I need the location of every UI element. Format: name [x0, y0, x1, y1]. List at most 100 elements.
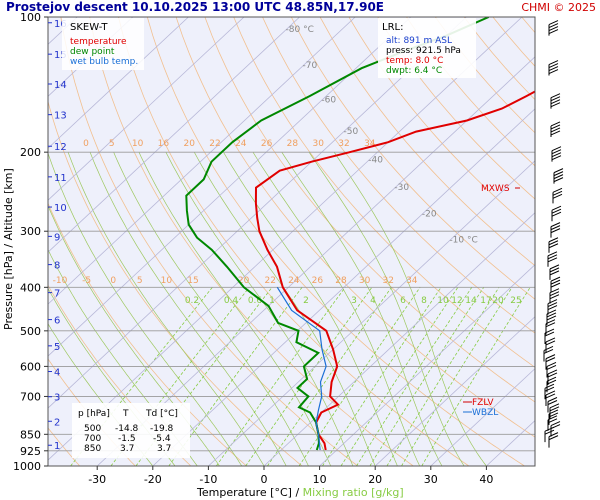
altitude-tick-label: 1 [54, 441, 60, 452]
wind-barb-flag [543, 348, 554, 354]
wind-barb-flag [548, 409, 559, 415]
lrl-temperature: temp: 8.0 °C [386, 56, 443, 66]
temperature-tick-label: 20 [368, 473, 382, 486]
mixing-ratio-label: 10 [437, 296, 449, 306]
wind-barb-flag [549, 403, 560, 409]
table-cell: 700 [84, 434, 101, 444]
altitude-tick-label: 8 [54, 261, 60, 272]
series-wet-bulb-temp [276, 286, 327, 451]
temperature-tick-label: 0 [261, 473, 268, 486]
adiabat-label: 0 [83, 139, 89, 149]
wind-barb-flag [546, 364, 557, 370]
adiabat-label: 5 [109, 139, 115, 149]
mixing-ratio-label: 4 [370, 296, 376, 306]
isotherm [48, 17, 189, 149]
isotherm [48, 17, 523, 461]
adiabat-label: 10 [161, 276, 173, 286]
wind-barb-flag [550, 127, 561, 133]
dry-adiabat [348, 17, 535, 233]
plot-frame [47, 16, 536, 467]
isotherm-label: -30 [394, 183, 409, 193]
isotherm [48, 17, 356, 305]
altitude-tick-label: 12 [54, 142, 67, 153]
wind-barb-flag [550, 130, 561, 136]
isotherm [152, 108, 535, 466]
table-header-p: p [hPa] [78, 409, 110, 419]
wind-barb-flag [549, 267, 560, 273]
wind-barb-flag [553, 177, 564, 183]
wind-barb-flag [548, 60, 559, 65]
wind-barb-flag [551, 205, 562, 211]
altitude-tick-label: 6 [54, 316, 60, 327]
level-table-bg [72, 403, 190, 458]
altitude-tick-label: 3 [54, 393, 60, 404]
isotherm [48, 17, 245, 201]
table-cell: 3.7 [120, 444, 134, 454]
mixing-ratio-label: 2 [303, 296, 309, 306]
adiabat-label: 24 [288, 276, 300, 286]
wind-barb-flag [546, 312, 557, 318]
temperature-tick-label: 30 [424, 473, 438, 486]
pressure-tick-label: 850 [20, 428, 41, 441]
temperature-tick-label: -10 [199, 473, 217, 486]
isotherm [48, 17, 300, 253]
isotherm-label: -80 °C [286, 25, 314, 35]
isotherm [319, 264, 535, 466]
temperature-tick-label: 10 [313, 473, 327, 486]
wind-barb-flag [547, 400, 558, 405]
legend-box [62, 18, 144, 70]
legend-item-wetbulb: wet bulb temp. [70, 57, 138, 67]
y-axis-title: Pressure [hPa] / Altitude [km] [2, 168, 15, 330]
table-cell: 500 [84, 424, 101, 434]
temperature-tick-label: -20 [144, 473, 162, 486]
adiabat-label: 32 [338, 139, 349, 149]
wind-barb-flag [546, 376, 557, 382]
isotherm-label: -60 [321, 95, 336, 105]
adiabat-label: 20 [238, 276, 250, 286]
wind-barb-flag [550, 99, 561, 105]
altitude-tick-label: 15 [54, 50, 67, 61]
grid-labels: -80 °C-70-60-50-40-30-20-10 °C0 5 10 16 20 22… [53, 25, 522, 306]
wind-barb-flag [550, 121, 561, 127]
copyright: CHMI © 2025 [521, 1, 596, 14]
adiabat-label: 34 [364, 139, 376, 149]
altitude-tick-label: 16 [54, 19, 67, 30]
temperature-tick-label: 40 [479, 473, 493, 486]
isotherm [96, 56, 535, 466]
adiabat-label: 5 [137, 276, 143, 286]
temperature-tick-label: -30 [88, 473, 106, 486]
pressure-tick-label: 100 [20, 11, 41, 24]
isotherm-label: -20 [422, 209, 437, 219]
wind-barbs [543, 20, 564, 448]
mixing-ratio-label: 20 [492, 296, 504, 306]
adiabat-label: 30 [312, 139, 324, 149]
wind-barb-flag [544, 331, 555, 337]
wind-barb-flag [544, 328, 555, 334]
wind-barb-flag [545, 319, 556, 325]
mxws-label: MXWS [481, 184, 510, 194]
wind-barb-flag [553, 171, 564, 177]
wind-barb-flag [545, 337, 556, 343]
wind-barb-flag [550, 276, 561, 282]
wind-barb-flag [550, 279, 561, 285]
adiabat-label: 28 [335, 276, 347, 286]
wind-barb-flag [546, 309, 557, 315]
altitude-tick-label: 11 [54, 173, 67, 184]
wind-barb-flag [547, 254, 558, 260]
wind-barb-flag [547, 302, 558, 308]
mixing-ratio-label: 14 [465, 296, 477, 306]
adiabat-label: 24 [235, 139, 247, 149]
pressure-tick-label: 300 [20, 225, 41, 238]
isotherm [48, 17, 412, 357]
legend-title: SKEW-T [70, 22, 108, 33]
wind-barb-flag [545, 390, 556, 396]
fzlv-label: FZLV [472, 398, 494, 408]
wind-barb-flag [547, 415, 558, 421]
isotherm-label: -70 [302, 61, 317, 71]
wind-barb-flag [551, 152, 562, 158]
lrl-title: LRL: [382, 22, 403, 33]
table-cell: -5.4 [153, 434, 171, 444]
wind-barb-flag [551, 208, 562, 214]
